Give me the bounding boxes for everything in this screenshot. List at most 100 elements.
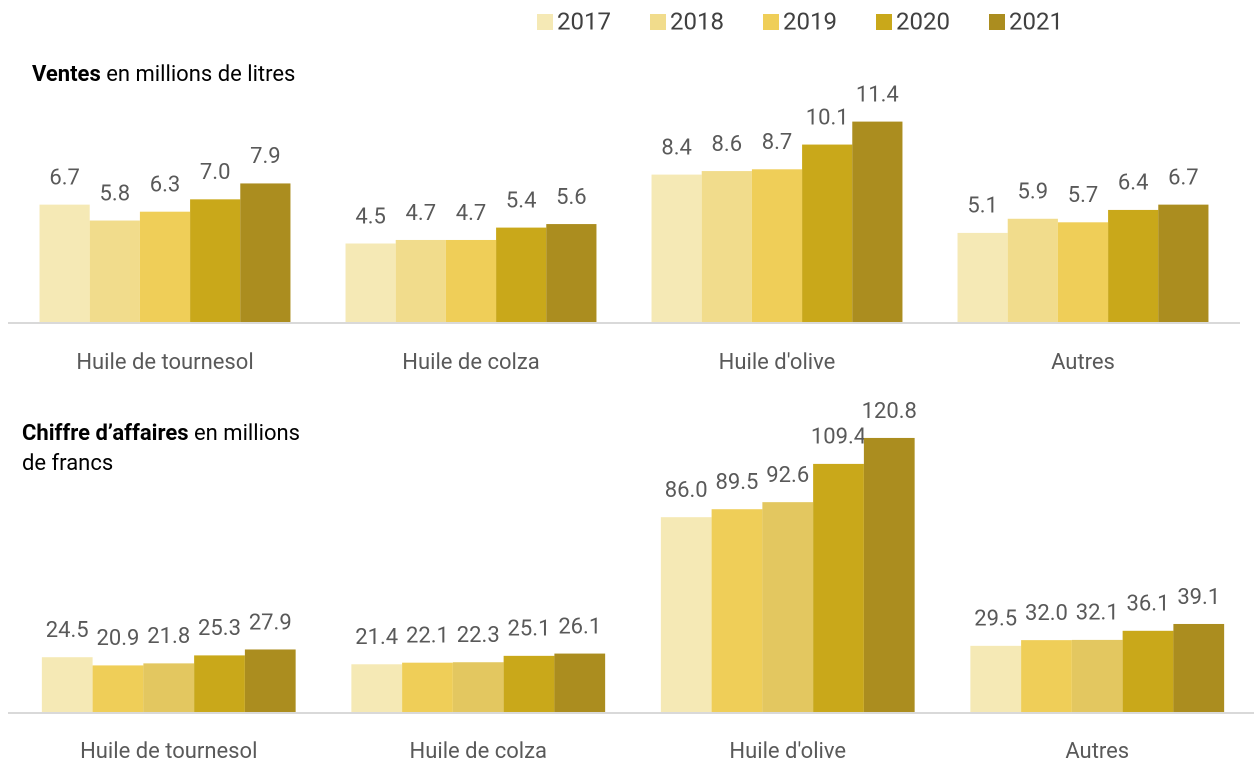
bar [546, 224, 597, 323]
bar [554, 653, 606, 713]
legend-swatch [537, 14, 553, 30]
data-label: 6.7 [49, 165, 80, 190]
bar [711, 509, 763, 713]
bar [402, 662, 453, 713]
bar [194, 655, 245, 713]
title: Ventes [32, 62, 101, 87]
chart-title: Chiffre d’affaires en millions de francs [22, 419, 302, 479]
bar [1122, 630, 1174, 713]
data-label: 5.7 [1068, 183, 1099, 208]
subtitle: en millions de francs [22, 421, 301, 476]
bar [351, 664, 403, 713]
data-label: 21.8 [147, 624, 190, 649]
data-label: 32.1 [1076, 601, 1119, 626]
bar [1173, 623, 1225, 713]
bar [751, 169, 803, 323]
bar [452, 662, 504, 713]
data-label: 21.4 [355, 625, 398, 650]
subtitle: en millions de litres [106, 62, 296, 87]
bar [660, 517, 712, 713]
data-label: 36.1 [1127, 592, 1170, 617]
bar [190, 199, 241, 323]
data-label: 25.1 [508, 617, 551, 642]
data-label: 89.5 [716, 470, 759, 495]
data-label: 4.7 [456, 201, 487, 226]
bar [813, 463, 864, 713]
data-label: 22.3 [457, 623, 500, 648]
bar [970, 645, 1022, 713]
legend-label: 2017 [557, 7, 611, 35]
data-label: 5.4 [506, 188, 537, 213]
data-label: 7.9 [250, 144, 281, 169]
data-label: 5.9 [1018, 180, 1049, 205]
x-tick-label: Huile d'olive [719, 350, 836, 375]
data-label: 6.3 [150, 173, 181, 198]
x-tick-label: Huile de tournesol [80, 739, 257, 764]
legend-label: 2018 [670, 7, 724, 35]
bar [89, 220, 140, 323]
data-label: 39.1 [1177, 585, 1220, 610]
legend-swatch [763, 14, 779, 30]
bar [395, 239, 446, 323]
bar [701, 171, 752, 323]
bar [802, 144, 853, 323]
title: Chiffre d’affaires [22, 421, 189, 446]
data-label: 4.7 [406, 201, 437, 226]
data-label: 22.1 [406, 623, 449, 648]
data-label: 7.0 [200, 160, 231, 185]
data-label: 6.7 [1168, 165, 1199, 190]
bar [244, 649, 296, 713]
bar [445, 239, 497, 323]
data-label: 8.4 [661, 135, 692, 160]
data-label: 8.6 [712, 132, 743, 157]
data-label: 26.1 [558, 614, 601, 639]
bar [1108, 209, 1159, 323]
data-label: 5.1 [967, 194, 998, 219]
bar [496, 227, 547, 323]
x-tick-label: Huile d'olive [729, 739, 846, 764]
data-label: 25.3 [198, 616, 241, 641]
bar [863, 437, 915, 713]
x-tick-label: Huile de colza [402, 350, 539, 375]
data-label: 120.8 [862, 399, 917, 424]
bar [1071, 639, 1123, 713]
bar [1158, 204, 1209, 323]
bar [762, 502, 814, 713]
data-label: 27.9 [249, 610, 292, 635]
data-label: 11.4 [856, 82, 899, 107]
data-label: 86.0 [665, 478, 708, 503]
data-label: 4.5 [355, 204, 386, 229]
data-label: 5.6 [556, 185, 587, 210]
data-label: 20.9 [97, 626, 140, 651]
data-label: 6.4 [1118, 171, 1149, 196]
chart-title: Ventes en millions de litres [32, 60, 452, 90]
x-tick-label: Huile de tournesol [76, 350, 253, 375]
bar [143, 663, 195, 713]
data-label: 24.5 [46, 618, 89, 643]
legend-swatch [876, 14, 892, 30]
data-label: 32.0 [1025, 601, 1068, 626]
data-label: 8.7 [762, 130, 793, 155]
bar [651, 174, 702, 323]
bar [92, 665, 144, 713]
bar [240, 183, 291, 323]
data-label: 10.1 [806, 105, 849, 130]
legend-swatch [650, 14, 666, 30]
bar [1021, 640, 1072, 713]
data-label: 5.8 [100, 181, 131, 206]
legend-label: 2021 [1009, 7, 1063, 35]
bar [503, 655, 555, 713]
legend-label: 2020 [896, 7, 950, 35]
bar [39, 204, 90, 323]
x-tick-label: Autres [1051, 350, 1115, 375]
bar [957, 232, 1008, 323]
bar [139, 211, 191, 323]
x-tick-label: Autres [1065, 739, 1129, 764]
bar [852, 121, 903, 323]
bar [1007, 218, 1058, 323]
data-label: 109.4 [811, 425, 866, 450]
data-label: 29.5 [974, 607, 1017, 632]
legend-swatch [989, 14, 1005, 30]
